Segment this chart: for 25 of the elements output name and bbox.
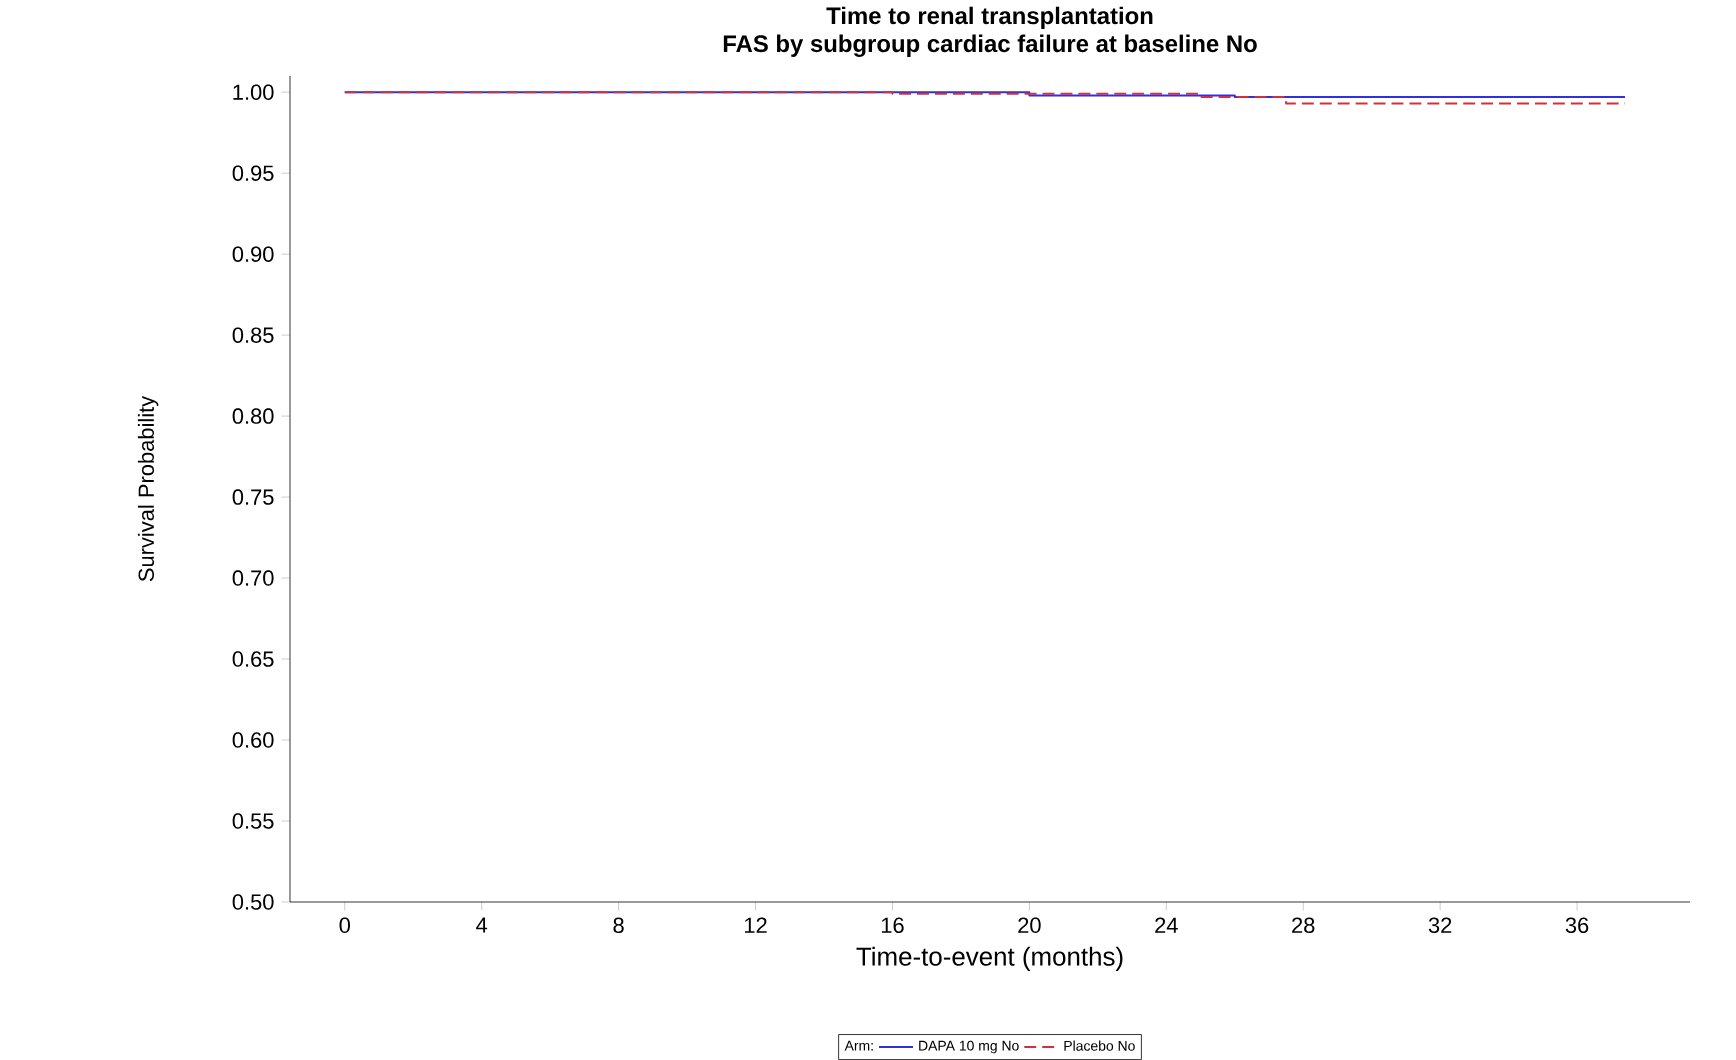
y-axis-title: Survival Probability xyxy=(137,395,159,582)
y-tick-label: 1.00 xyxy=(233,84,274,100)
x-tick-label: 36 xyxy=(1565,917,1589,934)
y-tick-label: 0.75 xyxy=(232,489,274,505)
x-tick-label: 24 xyxy=(1155,917,1178,933)
y-tick-label: 0.65 xyxy=(232,651,274,667)
y-tick-label: 0.50 xyxy=(232,894,274,910)
x-tick-label: 12 xyxy=(745,917,767,933)
y-tick-label: 0.70 xyxy=(232,570,274,586)
y-tick-label: 0.90 xyxy=(232,246,274,262)
x-tick-label: 0 xyxy=(339,917,350,934)
x-tick-label: 32 xyxy=(1428,917,1452,934)
y-tick-label: 0.55 xyxy=(232,813,274,829)
chart-title: Time to renal transplantation xyxy=(826,6,1153,29)
x-tick-label: 20 xyxy=(1018,917,1041,934)
y-tick-label: 0.95 xyxy=(232,165,274,181)
y-tick-label: 0.80 xyxy=(232,408,274,424)
x-tick-label: 8 xyxy=(613,917,624,934)
x-tick-label: 16 xyxy=(881,917,904,934)
chart-subtitle: FAS by subgroup cardiac failure at baseline No xyxy=(723,34,1257,57)
x-axis-title: Time-to-event (months) xyxy=(856,946,1123,971)
y-tick-label: 0.60 xyxy=(232,732,274,748)
y-tick-label: 0.85 xyxy=(232,327,274,343)
x-tick-label: 4 xyxy=(476,917,488,933)
x-tick-label: 28 xyxy=(1292,917,1315,934)
